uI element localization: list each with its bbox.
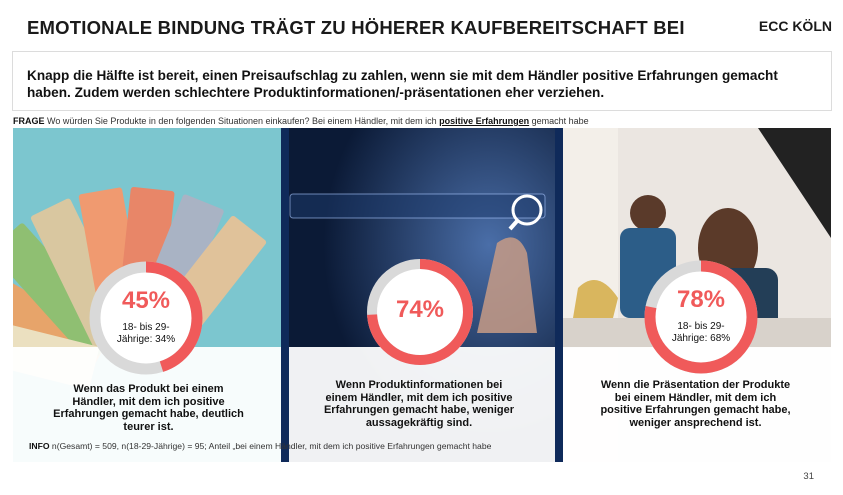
subtitle-box bbox=[13, 52, 831, 110]
panel-divider bbox=[555, 128, 563, 462]
panel-divider bbox=[281, 128, 289, 462]
info-text: n(Gesamt) = 509, n(18-29-Jährige) = 95; … bbox=[51, 441, 492, 451]
donut-value: 74% bbox=[395, 296, 445, 323]
subtitle: Knapp die Hälfte ist bereit, einen Preis… bbox=[27, 68, 778, 100]
donut-sub-label: 18- bis 29-Jährige: 34% bbox=[116, 322, 176, 345]
info-label: INFO bbox=[29, 441, 50, 451]
question-emphasis: positive Erfahrungen bbox=[439, 116, 530, 126]
panel-caption-presentation: Wenn die Präsentation der Produkte bei e… bbox=[600, 379, 791, 429]
donut-arc bbox=[367, 259, 473, 365]
donut-chart-presentation: 78% 18- bis 29-Jährige: 68% bbox=[642, 258, 760, 376]
donut-ring bbox=[89, 261, 203, 375]
donut-chart-price: 45% 18- bis 29-Jährige: 34% bbox=[87, 259, 205, 377]
question-line: FRAGE Wo würden Sie Produkte in den folg… bbox=[13, 116, 589, 126]
question-text: Wo würden Sie Produkte in den folgenden … bbox=[47, 116, 437, 126]
donut-arc bbox=[644, 260, 758, 374]
page-title: EMOTIONALE BINDUNG TRÄGT ZU HÖHERER KAUF… bbox=[27, 17, 685, 38]
donut-ring bbox=[644, 260, 758, 374]
donut-value: 78% bbox=[676, 286, 726, 313]
donut-value: 45% bbox=[121, 287, 171, 314]
donut-arc bbox=[89, 261, 203, 375]
question-label: FRAGE bbox=[13, 116, 45, 126]
info-line: INFO n(Gesamt) = 509, n(18-29-Jährige) =… bbox=[29, 441, 491, 451]
brand-logo: ECC KÖLN bbox=[758, 18, 832, 34]
panel-caption-price: Wenn das Produkt bei einem Händler, mit … bbox=[53, 383, 244, 433]
panel-caption-information: Wenn Produktinformationen bei einem Händ… bbox=[323, 379, 515, 429]
caption-background bbox=[282, 347, 558, 462]
panels: 45% 18- bis 29-Jährige: 34% 74% 78% 18- … bbox=[13, 128, 831, 462]
question-suffix: gemacht habe bbox=[531, 116, 589, 126]
donut-chart-information: 74% bbox=[365, 257, 475, 367]
donut-ring bbox=[367, 259, 473, 365]
page-number: 31 bbox=[803, 471, 814, 482]
donut-sub-label: 18- bis 29-Jährige: 68% bbox=[671, 321, 731, 344]
